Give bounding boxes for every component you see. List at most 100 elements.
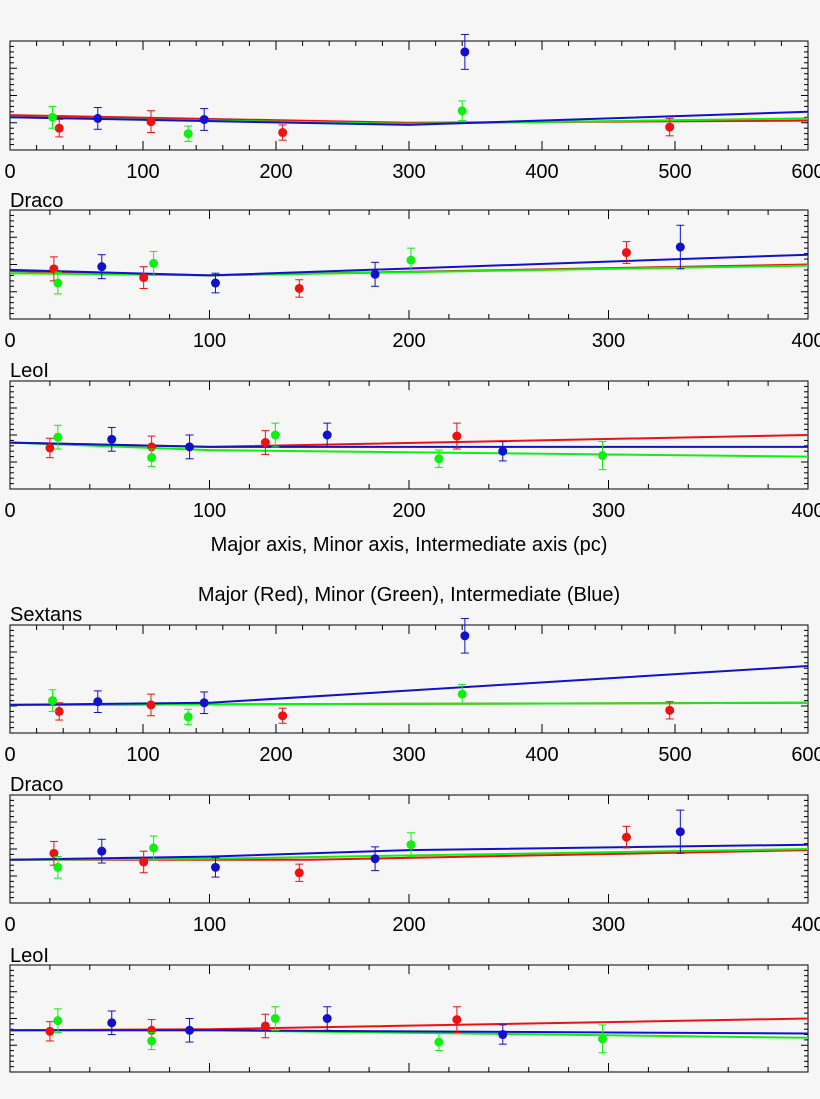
data-point-major — [452, 431, 462, 441]
x-tick-label: 300 — [392, 744, 425, 766]
data-point-minor — [457, 106, 467, 116]
x-tick-label: 600 — [791, 744, 820, 766]
data-point-minor — [149, 258, 159, 268]
data-point-major — [452, 1015, 462, 1025]
data-point-minor — [53, 278, 63, 288]
data-point-major — [665, 122, 675, 132]
x-tick-label: 0 — [4, 914, 15, 936]
data-point-minor — [53, 862, 63, 872]
data-point-minor — [598, 1034, 608, 1044]
data-point-major — [45, 1026, 55, 1036]
panel-title: LeoI — [10, 945, 49, 967]
data-point-minor — [183, 712, 193, 722]
x-axis-label: Major axis, Minor axis, Intermediate axi… — [211, 534, 608, 556]
plot-frame — [9, 624, 809, 734]
data-point-intermediate — [199, 698, 209, 708]
data-point-minor — [53, 432, 63, 442]
data-point-major — [665, 705, 675, 715]
data-point-minor — [48, 696, 58, 706]
data-point-intermediate — [185, 442, 195, 452]
model-line-intermediate — [10, 665, 808, 706]
panel-title: Sextans — [10, 604, 82, 626]
model-line-intermediate — [10, 253, 808, 277]
panel-top-2: 0 100 200 300 400 Draco — [4, 190, 820, 352]
data-point-major — [139, 273, 149, 283]
x-tick-label: 100 — [193, 500, 226, 522]
data-point-intermediate — [675, 827, 685, 837]
panel-top-3: 0 100 200 300 400 LeoI — [4, 360, 820, 522]
x-tick-label: 300 — [592, 500, 625, 522]
data-point-intermediate — [498, 446, 508, 456]
model-line-intermediate — [10, 441, 808, 448]
panel-title: LeoI — [10, 360, 49, 382]
model-line-minor — [10, 441, 808, 458]
data-point-intermediate — [675, 242, 685, 252]
model-line-minor — [10, 701, 808, 706]
x-tick-label: 0 — [4, 500, 15, 522]
panel-bottom-3: LeoI — [9, 945, 809, 1073]
data-point-major — [49, 848, 59, 858]
x-tick-label: 0 — [4, 744, 15, 766]
x-tick-label: 400 — [791, 330, 820, 352]
panel-bottom-1: 0 100 200 300 400 500 600 Sextans — [4, 604, 820, 766]
data-point-intermediate — [210, 862, 220, 872]
panel-title: Draco — [10, 190, 63, 212]
plot-frame — [9, 40, 809, 151]
plot-frame — [9, 209, 809, 320]
x-tick-label: 400 — [525, 161, 558, 183]
data-point-major — [621, 832, 631, 842]
data-point-minor — [406, 255, 416, 265]
data-point-intermediate — [107, 1018, 117, 1028]
x-tick-label: 500 — [658, 161, 691, 183]
panel-top-1: 0 100 200 300 400 500 600 — [4, 33, 820, 183]
x-tick-label: 300 — [592, 330, 625, 352]
data-point-minor — [147, 1036, 157, 1046]
data-point-intermediate — [498, 1030, 508, 1040]
data-point-major — [146, 117, 156, 127]
x-tick-label: 200 — [392, 330, 425, 352]
x-tick-label: 0 — [4, 161, 15, 183]
data-point-minor — [149, 843, 159, 853]
model-line-intermediate — [10, 1029, 808, 1035]
data-point-major — [54, 123, 64, 133]
data-point-intermediate — [93, 113, 103, 123]
x-tick-label: 400 — [525, 744, 558, 766]
x-tick-label: 600 — [791, 161, 820, 183]
x-tick-label: 200 — [259, 744, 292, 766]
x-tick-label: 100 — [193, 330, 226, 352]
plot-frame — [9, 794, 809, 904]
model-line-intermediate — [10, 110, 808, 126]
model-line-major — [10, 1017, 808, 1032]
data-point-minor — [270, 1014, 280, 1023]
data-point-minor — [434, 1037, 444, 1047]
data-point-minor — [48, 112, 58, 122]
data-point-intermediate — [185, 1025, 195, 1035]
data-point-minor — [147, 453, 157, 463]
x-tick-label: 400 — [791, 500, 820, 522]
x-tick-label: 300 — [592, 914, 625, 936]
x-tick-label: 200 — [259, 161, 292, 183]
x-tick-label: 100 — [126, 744, 159, 766]
x-tick-label: 500 — [658, 744, 691, 766]
x-tick-label: 200 — [392, 500, 425, 522]
x-tick-label: 0 — [4, 330, 15, 352]
data-point-minor — [457, 689, 467, 699]
data-point-intermediate — [460, 631, 470, 641]
x-tick-label: 300 — [392, 161, 425, 183]
data-point-intermediate — [97, 262, 107, 272]
data-point-major — [621, 248, 631, 258]
data-point-intermediate — [199, 114, 209, 124]
x-tick-label: 100 — [126, 161, 159, 183]
data-point-minor — [270, 430, 280, 440]
data-point-major — [54, 706, 64, 716]
data-point-major — [260, 438, 270, 448]
data-point-major — [278, 711, 288, 721]
data-point-intermediate — [322, 430, 332, 440]
x-tick-label: 400 — [791, 914, 820, 936]
data-point-major — [49, 264, 59, 274]
data-point-minor — [434, 454, 444, 464]
section-title: Major (Red), Minor (Green), Intermediate… — [198, 584, 620, 606]
model-line-intermediate — [10, 843, 808, 861]
data-point-intermediate — [460, 47, 470, 57]
